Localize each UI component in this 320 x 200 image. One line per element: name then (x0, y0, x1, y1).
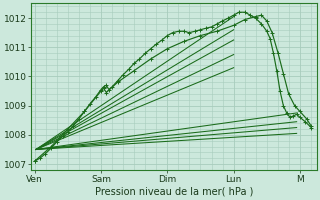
X-axis label: Pression niveau de la mer( hPa ): Pression niveau de la mer( hPa ) (95, 187, 253, 197)
